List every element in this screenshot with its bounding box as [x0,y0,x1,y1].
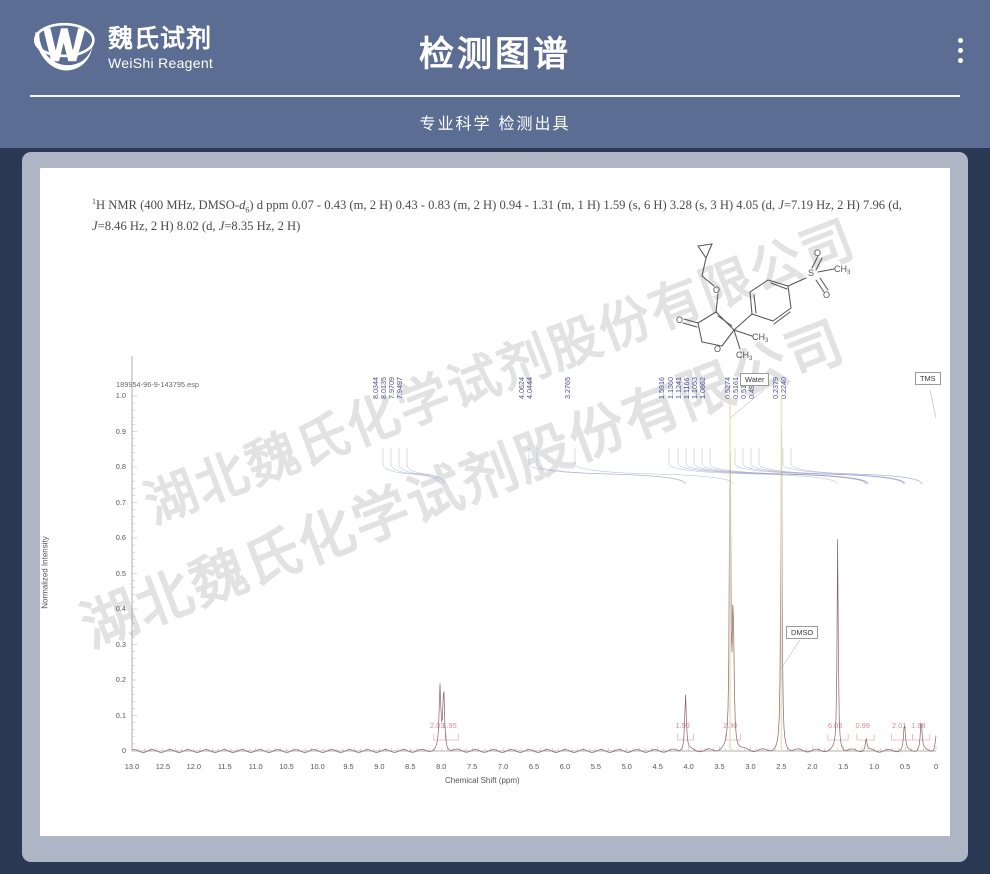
solvent-tag-dmso: DMSO [786,626,819,639]
x-tick-label: 13.0 [124,762,140,771]
page-header: 魏氏试剂 WeiShi Reagent 检测图谱 专业科学 检测出具 [0,0,990,148]
nmr-j1: J [778,198,784,213]
x-tick-label: 12.5 [155,762,171,771]
nmr-part-4: =8.46 Hz, 2 H) 8.02 (d, [97,218,219,233]
integral-value: 1.99 [675,721,690,730]
header-divider [30,95,960,97]
kebab-dot [958,58,963,63]
nmr-part-2: ) d ppm 0.07 - 0.43 (m, 2 H) 0.43 - 0.83… [249,198,779,213]
x-tick-label: 8.0 [436,762,447,771]
y-tick-label: 0.7 [115,497,126,507]
kebab-dot [958,38,963,43]
x-axis-label: Chemical Shift (ppm) [445,776,520,785]
x-tick-label: 10.0 [310,762,325,771]
x-tick-label: 3.5 [714,762,725,771]
x-tick-label: 5.0 [621,762,632,771]
kebab-dot [958,48,963,53]
nmr-spectrum-plot: 189954-96-9-143795.esp Normalized Intens… [40,168,950,836]
y-tick-label: 0.6 [115,533,126,542]
x-tick-label: 8.5 [405,762,416,771]
integral-value: 0.99 [855,721,870,730]
brand-name-en: WeiShi Reagent [108,55,214,71]
x-tick-label: 10.5 [279,762,294,771]
spectrum-trace [131,356,937,753]
y-tick-label: 0.8 [115,462,126,471]
integral-value: 1.95 [442,721,457,730]
nmr-caption: 1H NMR (400 MHz, DMSO-d6) d ppm 0.07 - 0… [92,196,912,236]
x-tick-label: 6.0 [559,762,571,771]
x-tick-label: 5.5 [590,762,601,771]
y-tick-label: 1.0 [115,391,126,400]
nmr-solvent-italic: d [239,198,246,213]
integral-value: 2.03 [429,721,445,730]
y-tick-label: 0.9 [115,426,126,436]
x-tick-label: 11.5 [217,762,232,771]
header-subtitle: 专业科学 检测出具 [419,114,571,133]
nmr-j3: J [218,218,225,233]
nmr-part-1: H NMR (400 MHz, DMSO- [96,198,240,213]
y-tick-label: 0.4 [115,604,126,613]
x-tick-label: 2.0 [807,762,818,771]
solvent-tag-water: Water [740,373,770,386]
brand-logo: 魏氏试剂 WeiShi Reagent [30,20,213,76]
x-tick-label: 1.5 [838,762,849,771]
y-tick-label: 0 [121,746,126,755]
y-tick-label: 0.2 [115,675,126,684]
solvent-tag-tms: TMS [915,372,941,385]
x-tick-label: 7.5 [467,762,478,771]
page-title: 检测图谱 [418,35,571,75]
spectrum-file-label: 189954-96-9-143795.esp [116,380,200,389]
nmr-j2: J [92,218,98,233]
x-tick-label: 2.5 [776,762,787,771]
x-tick-label: 0.5 [899,762,911,771]
x-tick-label: 12.0 [186,762,202,771]
x-tick-label: 9.0 [374,762,385,771]
x-tick-label: 4.0 [683,762,694,771]
nmr-part-5: =8.35 Hz, 2 H) [224,218,301,233]
integral-value: 2.01 [891,721,907,730]
x-tick-label: 3.0 [745,762,756,771]
nmr-part-3: =7.19 Hz, 2 H) 7.96 (d, [783,198,902,213]
kebab-menu-icon[interactable] [958,38,963,63]
x-tick-label: 7.0 [497,762,509,771]
brand-name-cn: 魏氏试剂 [108,24,213,53]
integral-value: 1.98 [911,721,926,730]
x-tick-label: 0 [933,762,939,771]
x-tick-label: 6.5 [528,762,540,771]
nmr-solvent-sub: 6 [245,205,250,215]
y-tick-label: 0.3 [115,639,126,649]
integral-value: 6.05 [827,721,843,730]
report-card: 湖北魏氏化学试剂股份有限公司 湖北魏氏化学试剂股份有限公司 1H NMR (40… [22,152,968,862]
y-tick-label: 0.5 [115,568,126,578]
x-tick-label: 9.5 [343,762,354,771]
nmr-nucleus: 1 [92,197,96,206]
x-tick-label: 11.0 [248,762,263,771]
y-tick-label: 0.1 [115,710,126,720]
weishi-logo-icon [33,22,95,71]
x-tick-label: 1.0 [869,762,880,771]
report-sheet: 湖北魏氏化学试剂股份有限公司 湖北魏氏化学试剂股份有限公司 1H NMR (40… [40,168,950,836]
x-tick-label: 4.5 [652,762,663,771]
